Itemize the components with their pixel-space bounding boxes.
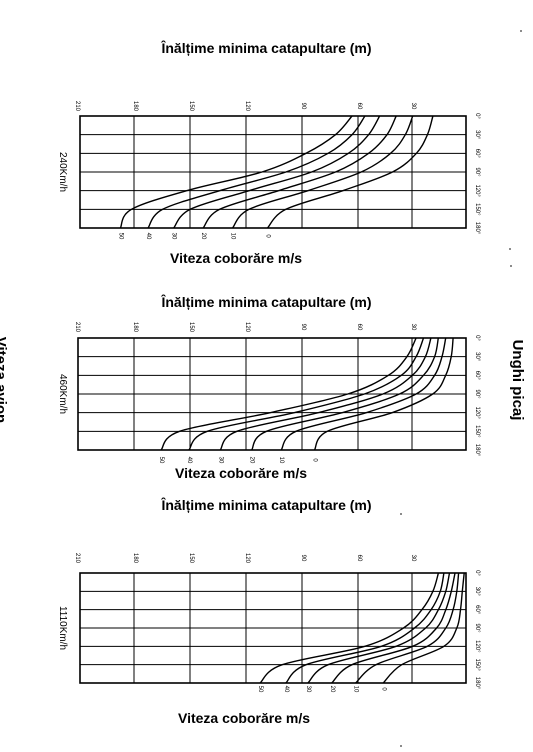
- chart-240kmh: 210 180 150 120 90 60 30 0° 30° 60° 90° 120° 150° 180…: [57, 101, 480, 240]
- series-curve-10: [355, 572, 460, 684]
- angle-tick-label: 30°: [474, 130, 480, 140]
- series-curve-10: [280, 337, 447, 451]
- angle-tick-label: 150°: [474, 203, 480, 216]
- series-label: 40: [283, 686, 289, 693]
- speed-label: 1110Km/h: [57, 606, 68, 650]
- angle-tick-label: 180°: [474, 444, 480, 457]
- x-tick-label: 60: [356, 555, 362, 562]
- scan-speck: [510, 265, 512, 267]
- x-tick-label: 120: [244, 553, 250, 564]
- series-curve-50: [119, 115, 353, 229]
- scan-speck: [400, 745, 402, 747]
- x-tick-label: 90: [300, 555, 306, 562]
- series-curve-30: [173, 115, 381, 229]
- chart-3-xlabel: Viteza coborăre m/s: [178, 710, 311, 726]
- series-curve-50: [259, 572, 440, 684]
- aircraft-speed-label: Viteza avion: [0, 336, 9, 424]
- x-tick-label: 60: [356, 103, 362, 110]
- x-tick-label: 120: [244, 322, 250, 333]
- series-label: 20: [200, 233, 206, 240]
- series-curve-40: [147, 115, 366, 229]
- angle-tick-label: 120°: [474, 406, 480, 419]
- series-curve-40: [188, 337, 425, 451]
- angle-tick-label: 30°: [474, 352, 480, 362]
- series-label: 0: [380, 687, 386, 691]
- x-tick-label: 150: [188, 553, 194, 564]
- x-tick-label: 60: [356, 324, 362, 331]
- x-tick-label: 150: [188, 101, 194, 112]
- series-curve-0: [266, 115, 434, 229]
- series-label: 30: [305, 686, 311, 693]
- series-curve-20: [202, 115, 397, 229]
- angle-tick-label: 90°: [474, 167, 480, 177]
- series-curve-40: [285, 572, 445, 684]
- series-curve-50: [160, 337, 417, 451]
- angle-tick-label: 120°: [474, 184, 480, 197]
- speed-label: 460Km/h: [57, 374, 68, 414]
- series-label: 20: [249, 457, 255, 464]
- series-label: 10: [353, 686, 359, 693]
- angle-tick-label: 180°: [474, 222, 480, 235]
- series-label: 10: [230, 233, 236, 240]
- series-curve-0: [382, 572, 465, 684]
- x-tick-label: 30: [410, 555, 416, 562]
- x-tick-label: 210: [74, 553, 80, 564]
- chart-1-title: Înălțime minima catapultare (m): [161, 40, 372, 56]
- x-tick-label: 90: [300, 103, 306, 110]
- series-label: 20: [329, 686, 335, 693]
- angle-tick-label: 90°: [474, 623, 480, 633]
- angle-tick-label: 30°: [474, 587, 480, 597]
- series-label: 30: [171, 233, 177, 240]
- angle-tick-label: 60°: [474, 605, 480, 615]
- angle-tick-label: 150°: [474, 658, 480, 671]
- series-curve-30: [307, 572, 451, 684]
- angle-tick-label: 180°: [474, 677, 480, 690]
- x-tick-label: 120: [244, 101, 250, 112]
- angle-tick-label: 120°: [474, 640, 480, 653]
- chart-1-xlabel: Viteza coborăre m/s: [170, 250, 303, 266]
- angle-tick-label: 150°: [474, 425, 480, 438]
- series-curve-0: [313, 337, 454, 451]
- x-tick-label: 210: [74, 322, 80, 333]
- scan-speck: [520, 30, 522, 32]
- chart-2-title: Înălțime minima catapultare (m): [161, 294, 372, 310]
- angle-tick-label: 60°: [474, 371, 480, 381]
- x-tick-label: 210: [74, 101, 80, 112]
- angle-tick-label: 0°: [474, 335, 480, 341]
- chart-2-xlabel: Viteza coborăre m/s: [175, 465, 308, 481]
- dive-angle-label: Unghi picaj: [509, 339, 526, 421]
- x-tick-label: 180: [132, 553, 138, 564]
- x-tick-label: 180: [132, 101, 138, 112]
- chart-3-title: Înălțime minima catapultare (m): [161, 497, 372, 513]
- angle-tick-label: 60°: [474, 149, 480, 159]
- x-tick-label: 90: [300, 324, 306, 331]
- series-label: 0: [264, 234, 270, 238]
- series-label: 30: [217, 457, 223, 464]
- chart-1110kmh: 210 180 150 120 90 60 30 0° 30° 60° 90° 120° 150° 180…: [57, 553, 480, 693]
- series-curve-30: [219, 337, 432, 451]
- angle-tick-label: 90°: [474, 389, 480, 399]
- series-label: 50: [158, 457, 164, 464]
- scan-speck: [509, 248, 511, 250]
- angle-tick-label: 0°: [474, 113, 480, 119]
- series-label: 50: [257, 686, 263, 693]
- series-label: 50: [117, 233, 123, 240]
- x-tick-label: 150: [188, 322, 194, 333]
- series-label: 0: [311, 458, 317, 462]
- x-tick-label: 30: [410, 103, 416, 110]
- series-curve-20: [331, 572, 456, 684]
- series-label: 40: [186, 457, 192, 464]
- speed-label: 240Km/h: [57, 152, 68, 192]
- series-label: 10: [278, 457, 284, 464]
- scan-speck: [400, 513, 402, 515]
- x-tick-label: 180: [132, 322, 138, 333]
- chart-460kmh: 210 180 150 120 90 60 30 0° 30° 60° 90° 120° 150° 180…: [57, 322, 480, 464]
- series-label: 40: [145, 233, 151, 240]
- series-curve-20: [251, 337, 439, 451]
- angle-tick-label: 0°: [474, 570, 480, 576]
- series-curve-10: [232, 115, 414, 229]
- x-tick-label: 30: [410, 324, 416, 331]
